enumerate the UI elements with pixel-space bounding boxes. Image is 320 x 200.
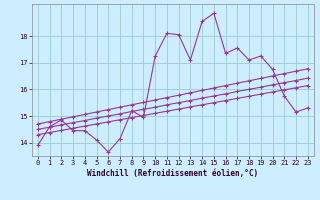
X-axis label: Windchill (Refroidissement éolien,°C): Windchill (Refroidissement éolien,°C) xyxy=(87,169,258,178)
